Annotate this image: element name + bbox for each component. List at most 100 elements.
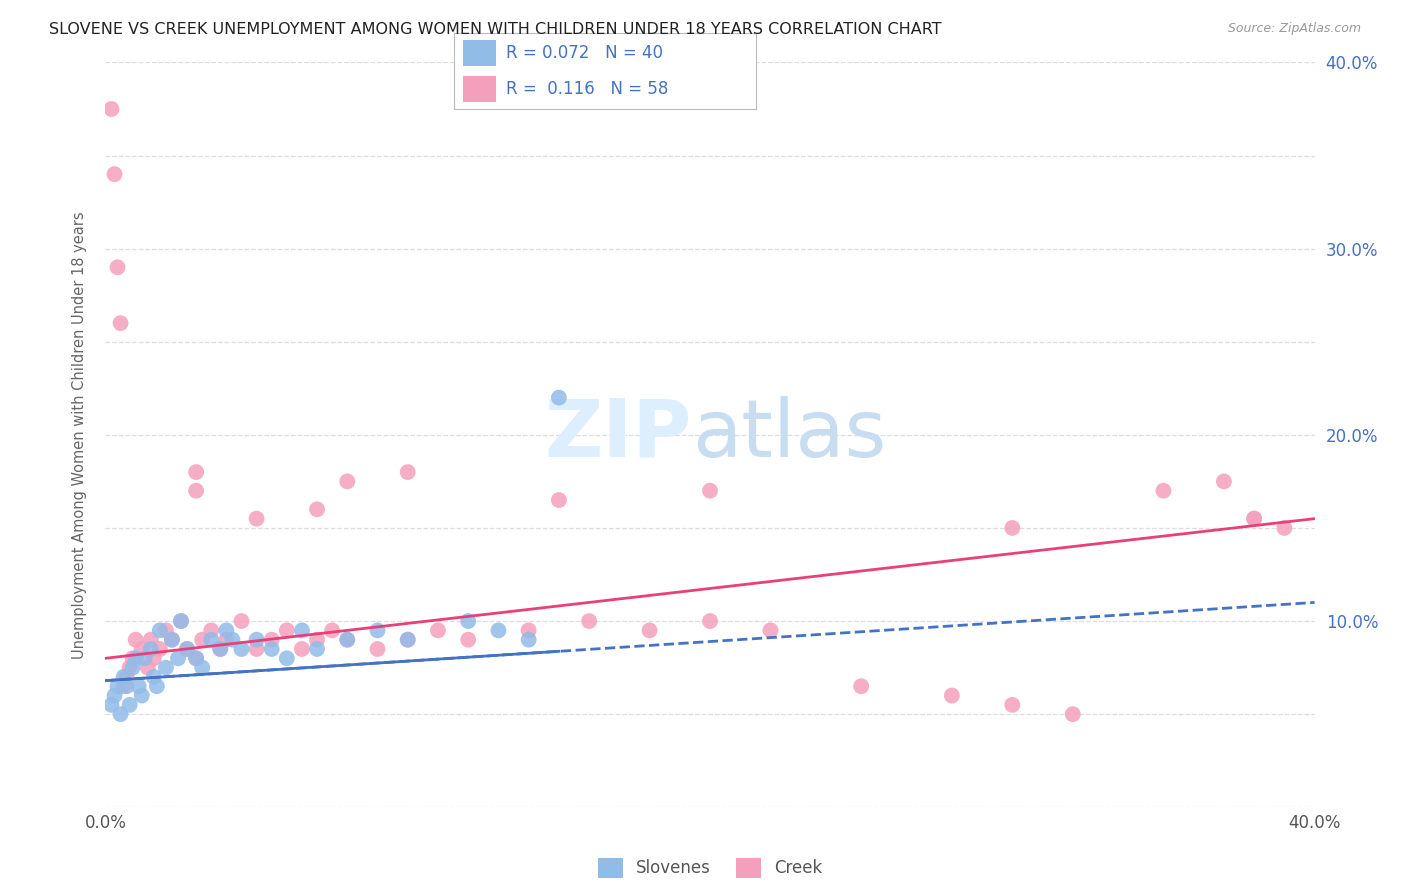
- Point: [110, 316, 132, 330]
- Point: [307, 642, 329, 657]
- Point: [221, 632, 243, 647]
- Point: [170, 614, 193, 628]
- Point: [307, 632, 329, 647]
- Point: [366, 642, 388, 657]
- Point: [121, 660, 143, 674]
- Point: [191, 660, 214, 674]
- Point: [200, 624, 222, 638]
- Point: [107, 260, 129, 275]
- Point: [1212, 475, 1236, 489]
- Y-axis label: Unemployment Among Women with Children Under 18 years: Unemployment Among Women with Children U…: [72, 211, 87, 658]
- Point: [100, 698, 122, 712]
- Point: [186, 651, 208, 665]
- Point: [167, 651, 190, 665]
- Point: [215, 632, 238, 647]
- Point: [142, 651, 165, 665]
- Point: [134, 651, 156, 665]
- Point: [170, 614, 193, 628]
- Point: [112, 679, 135, 693]
- Text: ZIP: ZIP: [544, 396, 692, 474]
- Point: [1001, 698, 1024, 712]
- Text: Source: ZipAtlas.com: Source: ZipAtlas.com: [1227, 22, 1361, 36]
- Point: [699, 483, 721, 498]
- Point: [1274, 521, 1296, 535]
- Point: [155, 624, 177, 638]
- Point: [396, 632, 419, 647]
- Point: [246, 632, 269, 647]
- Point: [103, 167, 125, 181]
- Bar: [463, 76, 496, 102]
- Point: [209, 642, 232, 657]
- Point: [149, 642, 172, 657]
- Point: [396, 465, 419, 479]
- Point: [759, 624, 782, 638]
- Point: [191, 632, 214, 647]
- Point: [186, 651, 208, 665]
- Point: [1153, 483, 1175, 498]
- Point: [457, 632, 479, 647]
- Point: [548, 493, 571, 508]
- Point: [160, 632, 183, 647]
- Point: [107, 679, 129, 693]
- Point: [139, 642, 162, 657]
- Point: [176, 642, 198, 657]
- Legend: Slovenes, Creek: Slovenes, Creek: [591, 851, 830, 885]
- Bar: [463, 40, 496, 66]
- Point: [209, 642, 232, 657]
- Point: [121, 651, 143, 665]
- Point: [1062, 707, 1084, 722]
- Point: [160, 632, 183, 647]
- Point: [176, 642, 198, 657]
- Text: R =  0.116   N = 58: R = 0.116 N = 58: [506, 80, 668, 98]
- Point: [517, 624, 540, 638]
- Text: atlas: atlas: [692, 396, 886, 474]
- Point: [118, 660, 141, 674]
- Point: [246, 511, 269, 525]
- Text: R = 0.072   N = 40: R = 0.072 N = 40: [506, 44, 662, 62]
- Point: [396, 632, 419, 647]
- Point: [548, 391, 571, 405]
- Point: [1001, 521, 1024, 535]
- Point: [457, 614, 479, 628]
- Point: [1243, 511, 1265, 525]
- Point: [100, 102, 122, 116]
- Point: [115, 670, 138, 684]
- Point: [260, 642, 283, 657]
- Point: [215, 624, 238, 638]
- Point: [366, 624, 388, 638]
- Point: [128, 679, 150, 693]
- Point: [321, 624, 343, 638]
- Point: [131, 689, 153, 703]
- Point: [699, 614, 721, 628]
- Point: [291, 624, 314, 638]
- Point: [849, 679, 872, 693]
- Point: [142, 670, 165, 684]
- Point: [578, 614, 600, 628]
- Point: [307, 502, 329, 516]
- Point: [427, 624, 450, 638]
- Point: [276, 624, 298, 638]
- Text: SLOVENE VS CREEK UNEMPLOYMENT AMONG WOMEN WITH CHILDREN UNDER 18 YEARS CORRELATI: SLOVENE VS CREEK UNEMPLOYMENT AMONG WOME…: [49, 22, 942, 37]
- Point: [155, 660, 177, 674]
- Point: [246, 642, 269, 657]
- Point: [336, 632, 359, 647]
- Point: [231, 642, 253, 657]
- Point: [125, 651, 148, 665]
- Point: [231, 614, 253, 628]
- Point: [941, 689, 963, 703]
- Point: [131, 642, 153, 657]
- Point: [103, 689, 125, 703]
- Point: [110, 707, 132, 722]
- Point: [638, 624, 661, 638]
- Point: [125, 632, 148, 647]
- Point: [186, 483, 208, 498]
- Point: [336, 475, 359, 489]
- Point: [118, 698, 141, 712]
- Point: [488, 624, 510, 638]
- Point: [291, 642, 314, 657]
- Point: [1243, 511, 1265, 525]
- Point: [139, 632, 162, 647]
- Point: [200, 632, 222, 647]
- Point: [115, 679, 138, 693]
- Point: [112, 670, 135, 684]
